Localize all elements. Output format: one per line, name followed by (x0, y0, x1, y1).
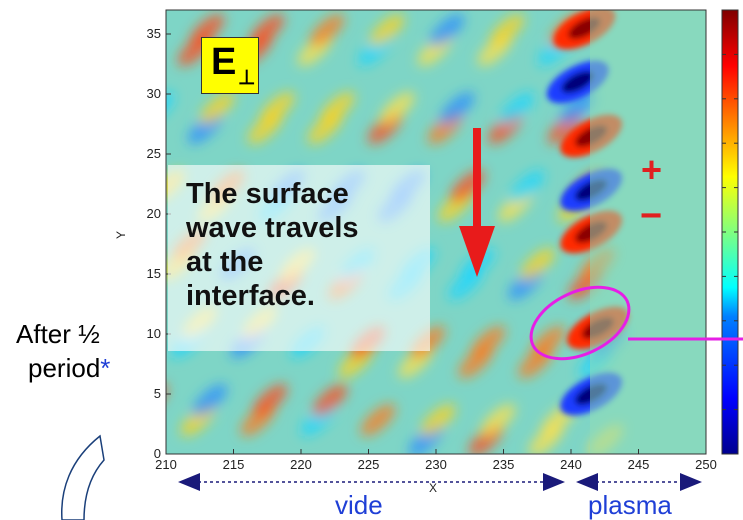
colorbar-ticks (722, 53, 738, 411)
callout-line: The surface (186, 178, 349, 210)
x-tick-label: 210 (155, 457, 177, 472)
wave-blob (369, 13, 405, 47)
vacuum-range-arrow (178, 473, 565, 491)
wave-blob (192, 383, 228, 417)
x-tick-label: 245 (628, 457, 650, 472)
propagation-arrow (459, 128, 495, 277)
badge-letter: E (211, 41, 237, 83)
wave-blob (480, 403, 516, 437)
region-label-plasma: plasma (588, 490, 672, 520)
decorative-shape (61, 434, 105, 520)
wave-blob (499, 91, 535, 125)
y-tick-label: 35 (147, 26, 161, 41)
y-tick-label: 10 (147, 326, 161, 341)
x-tick-label: 215 (223, 457, 245, 472)
callout-line: interface. (186, 280, 315, 312)
wave-blob (429, 13, 465, 47)
highlight-ellipse (529, 285, 631, 361)
wave-blob (319, 91, 355, 125)
badge-subscript: ⊥ (238, 67, 256, 89)
x-axis: 210 215 220 225 230 235 240 245 250 (155, 449, 717, 472)
side-label-star: * (100, 353, 111, 383)
callout-line: at the (186, 246, 264, 278)
wave-blob (520, 247, 556, 281)
wave-blob (530, 325, 566, 359)
wave-blob (379, 91, 415, 125)
side-label-line2: period* (28, 352, 110, 384)
plus-sign: + (641, 149, 663, 190)
wave-blob (360, 403, 396, 437)
wave-blob (420, 403, 456, 437)
x-tick-label: 220 (290, 457, 312, 472)
wave-blob (559, 91, 595, 125)
x-axis-label: X (429, 481, 437, 495)
wave-blob (509, 169, 545, 203)
minus-sign: − (640, 195, 663, 237)
region-label-vacuum: vide (335, 490, 383, 520)
x-tick-label: 230 (425, 457, 447, 472)
y-axis-label: Y (114, 231, 128, 239)
x-tick-label: 225 (358, 457, 380, 472)
wave-blob (489, 13, 525, 47)
callout-box: The surface wave travels at the interfac… (168, 165, 430, 351)
y-tick-label: 5 (154, 386, 161, 401)
x-tick-label: 240 (560, 457, 582, 472)
side-label-period: period (28, 353, 101, 383)
y-tick-label: 0 (154, 446, 161, 461)
y-tick-label: 15 (147, 266, 161, 281)
field-badge: E ⊥ (201, 37, 259, 94)
side-label-line1: After ½ (16, 319, 100, 349)
callout-line: wave travels (186, 212, 359, 244)
wave-blob (259, 91, 295, 125)
y-axis: 0 5 10 15 20 25 30 35 (147, 26, 171, 461)
wave-blob (189, 13, 225, 47)
plasma-region-shade (590, 10, 706, 454)
y-tick-label: 25 (147, 146, 161, 161)
y-tick-label: 30 (147, 86, 161, 101)
wave-blob (312, 383, 348, 417)
y-tick-label: 20 (147, 206, 161, 221)
negative-hotspot-core (561, 70, 595, 94)
wave-blob (199, 91, 235, 125)
wave-blob (470, 325, 506, 359)
x-tick-label: 235 (493, 457, 515, 472)
wave-blob (439, 91, 475, 125)
wave-blob (309, 13, 345, 47)
x-tick-label: 250 (695, 457, 717, 472)
wave-blob (252, 383, 288, 417)
plasma-range-arrow (576, 473, 702, 491)
